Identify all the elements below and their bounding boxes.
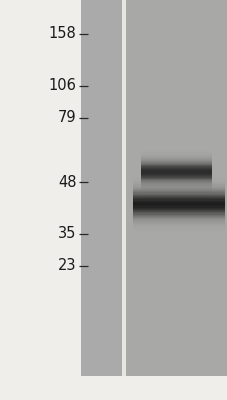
Bar [141, 181, 211, 182]
Bar [133, 227, 224, 228]
Bar [141, 154, 211, 155]
Bar [133, 208, 224, 209]
Bar [133, 181, 224, 182]
Bar [141, 192, 211, 194]
Bar [133, 223, 224, 224]
Bar [141, 191, 211, 192]
Bar [141, 160, 211, 161]
Bar [133, 224, 224, 225]
Text: 48: 48 [58, 174, 76, 190]
Bar [133, 202, 224, 203]
Bar [133, 189, 224, 190]
Text: 79: 79 [57, 110, 76, 126]
Bar [133, 220, 224, 222]
Text: 106: 106 [48, 78, 76, 94]
Text: 23: 23 [58, 258, 76, 274]
Bar [133, 217, 224, 218]
Bar [133, 226, 224, 227]
Bar [133, 199, 224, 200]
Bar [133, 204, 224, 205]
Bar [141, 182, 211, 183]
Bar [133, 182, 224, 183]
Bar [141, 158, 211, 159]
Bar [133, 211, 224, 212]
Bar [133, 197, 224, 198]
Bar [141, 186, 211, 187]
Bar [141, 180, 211, 181]
Bar [133, 200, 224, 202]
Bar [141, 170, 211, 171]
Bar [133, 195, 224, 196]
Bar [133, 206, 224, 208]
Bar [141, 167, 211, 168]
Bar [133, 230, 224, 231]
Bar [133, 185, 224, 186]
Bar [141, 153, 211, 154]
Bar [133, 188, 224, 189]
Bar [141, 168, 211, 169]
Bar [141, 183, 211, 184]
Bar [133, 183, 224, 184]
Bar [133, 210, 224, 211]
Bar [133, 225, 224, 226]
Bar [141, 175, 211, 176]
Bar [141, 161, 211, 162]
Bar [141, 157, 211, 158]
Bar [133, 198, 224, 199]
Bar [141, 177, 211, 178]
Bar [141, 185, 211, 186]
Bar [133, 219, 224, 220]
Bar [133, 192, 224, 194]
Bar [141, 162, 211, 163]
Bar [133, 190, 224, 191]
Bar [133, 191, 224, 192]
Bar [125, 0, 227, 376]
Bar [141, 166, 211, 167]
Bar [133, 186, 224, 188]
Bar [133, 228, 224, 230]
Text: 158: 158 [48, 26, 76, 42]
Bar [141, 174, 211, 175]
Bar [133, 213, 224, 214]
Bar [133, 184, 224, 185]
Bar [133, 222, 224, 223]
Bar [133, 178, 224, 180]
Bar [141, 150, 211, 152]
Bar [141, 187, 211, 188]
Bar [141, 164, 211, 166]
Bar [133, 205, 224, 206]
Bar [121, 0, 125, 376]
Bar [133, 212, 224, 213]
Bar [141, 176, 211, 177]
Bar [141, 188, 211, 189]
Bar [133, 209, 224, 210]
Bar [133, 214, 224, 216]
Text: 35: 35 [58, 226, 76, 242]
Bar [133, 180, 224, 181]
Bar [141, 178, 211, 180]
Bar [133, 196, 224, 197]
Bar [141, 189, 211, 190]
Bar [141, 172, 211, 173]
Bar [133, 218, 224, 219]
Bar [141, 169, 211, 170]
Bar [141, 171, 211, 172]
Bar [141, 159, 211, 160]
Bar [141, 173, 211, 174]
Bar [141, 163, 211, 164]
Bar [81, 0, 121, 376]
Bar [141, 156, 211, 157]
Bar [141, 152, 211, 153]
Bar [141, 155, 211, 156]
Bar [141, 190, 211, 191]
Bar [133, 203, 224, 204]
Bar [133, 177, 224, 178]
Bar [141, 184, 211, 185]
Bar [133, 216, 224, 217]
Bar [133, 194, 224, 195]
